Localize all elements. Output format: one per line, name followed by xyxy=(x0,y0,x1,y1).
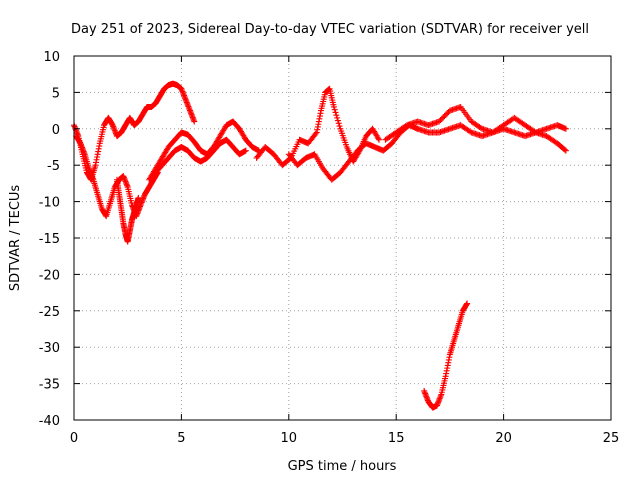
data-point xyxy=(135,194,142,201)
y-tick-label: -5 xyxy=(47,159,60,174)
data-point xyxy=(334,117,341,124)
data-point xyxy=(444,110,451,117)
y-tick-label: -25 xyxy=(39,305,60,320)
x-tick-label: 0 xyxy=(70,431,78,446)
y-tick-label: 5 xyxy=(52,86,60,101)
data-point xyxy=(335,120,342,127)
y-tick-label: 0 xyxy=(52,123,60,138)
data-point xyxy=(242,147,249,154)
y-axis-label: SDTVAR / TECUs xyxy=(8,185,23,292)
x-tick-label: 25 xyxy=(603,431,620,446)
data-point xyxy=(561,146,568,153)
data-point xyxy=(440,114,447,121)
x-tick-label: 10 xyxy=(281,431,298,446)
series-10 xyxy=(421,300,471,411)
series-3 xyxy=(113,176,142,245)
data-point xyxy=(438,115,445,122)
data-point xyxy=(334,114,341,121)
series-8 xyxy=(382,103,569,154)
data-point xyxy=(464,300,471,307)
y-tick-label: 10 xyxy=(43,50,60,65)
y-tick-label: -35 xyxy=(39,378,60,393)
data-points xyxy=(71,80,569,411)
data-point xyxy=(467,128,474,135)
data-point xyxy=(442,111,449,118)
data-point xyxy=(437,117,444,124)
y-tick-label: -30 xyxy=(39,341,60,356)
data-point xyxy=(562,125,569,132)
data-point xyxy=(436,118,443,125)
data-point xyxy=(330,103,337,110)
data-point xyxy=(336,123,343,130)
y-tick-label: -10 xyxy=(39,196,60,211)
series-9 xyxy=(414,122,569,140)
data-point xyxy=(331,106,338,113)
data-point xyxy=(333,112,340,119)
x-axis-label: GPS time / hours xyxy=(288,459,397,474)
x-tick-label: 15 xyxy=(388,431,405,446)
grid xyxy=(74,56,611,420)
y-tick-label: -40 xyxy=(39,414,60,429)
data-point xyxy=(332,109,339,116)
axis-ticks: 0 5 10 15 20 25 10 5 0 -5 -10 -15 -20 -25 -30 -35 -40 xyxy=(39,50,620,446)
x-tick-label: 5 xyxy=(177,431,185,446)
data-point xyxy=(477,124,484,131)
data-point xyxy=(375,135,382,142)
data-point xyxy=(312,130,319,137)
data-point xyxy=(441,113,448,120)
y-tick-label: -20 xyxy=(39,268,60,283)
x-tick-label: 20 xyxy=(495,431,512,446)
data-point xyxy=(191,118,198,125)
series-5 xyxy=(152,136,249,176)
data-point xyxy=(402,123,409,130)
chart-title: Day 251 of 2023, Sidereal Day-to-day VTE… xyxy=(71,22,589,37)
data-point xyxy=(562,147,569,154)
series-4 xyxy=(146,118,262,183)
data-point xyxy=(376,136,383,143)
y-tick-label: -15 xyxy=(39,232,60,247)
